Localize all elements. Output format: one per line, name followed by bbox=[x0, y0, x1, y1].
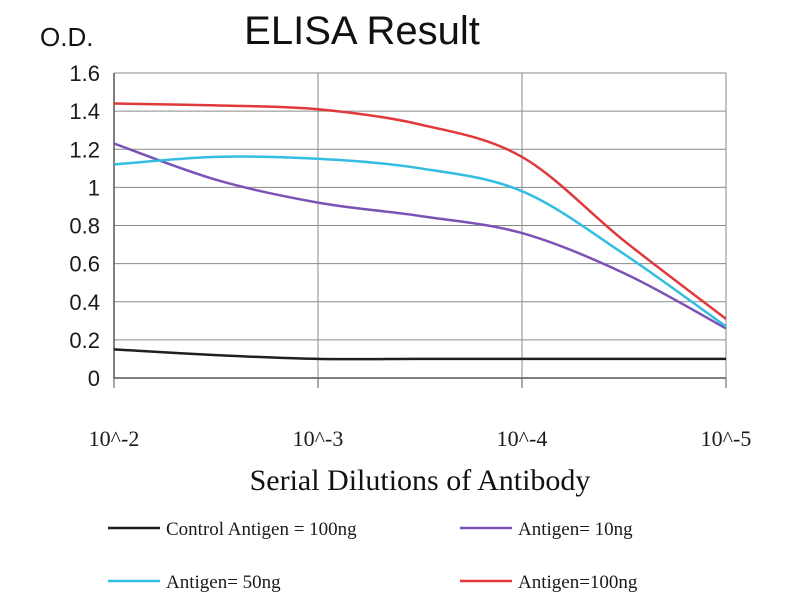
x-axis-label: Serial Dilutions of Antibody bbox=[250, 464, 591, 497]
chart-title: ELISA Result bbox=[244, 9, 480, 53]
series-line-antigen-50ng bbox=[113, 155, 727, 328]
x-tick-label: 10^-5 bbox=[701, 426, 752, 451]
legend: Control Antigen = 100ng Antigen= 10ng Anti… bbox=[108, 519, 638, 593]
x-tick-label: 10^-2 bbox=[89, 426, 140, 451]
series-line-antigen-10ng bbox=[113, 142, 727, 330]
grid-lines bbox=[113, 72, 727, 388]
legend-label: Antigen=100ng bbox=[518, 572, 638, 593]
y-tick-label: 1 bbox=[88, 175, 100, 200]
series-line-control-antigen-100ng bbox=[113, 348, 726, 361]
x-tick-label: 10^-3 bbox=[293, 426, 344, 451]
series-line-antigen-100ng bbox=[113, 102, 727, 320]
legend-label: Antigen= 10ng bbox=[518, 519, 633, 540]
legend-label: Antigen= 50ng bbox=[166, 572, 281, 593]
y-axis-label: O.D. bbox=[40, 22, 93, 52]
series-lines bbox=[113, 102, 727, 361]
y-tick-label: 0 bbox=[88, 366, 100, 391]
x-tick-labels: 10^-2 10^-3 10^-4 10^-5 bbox=[89, 426, 752, 451]
legend-label: Control Antigen = 100ng bbox=[166, 519, 357, 540]
y-tick-label: 0.2 bbox=[69, 328, 100, 353]
y-tick-label: 1.6 bbox=[69, 61, 100, 86]
y-tick-labels: 0 0.2 0.4 0.6 0.8 1 1.2 1.4 1.6 bbox=[69, 61, 100, 391]
y-tick-label: 0.6 bbox=[69, 252, 100, 277]
y-tick-label: 0.4 bbox=[69, 290, 100, 315]
x-tick-label: 10^-4 bbox=[497, 426, 548, 451]
y-tick-label: 1.4 bbox=[69, 99, 100, 124]
y-tick-label: 0.8 bbox=[69, 214, 100, 239]
y-tick-label: 1.2 bbox=[69, 137, 100, 162]
